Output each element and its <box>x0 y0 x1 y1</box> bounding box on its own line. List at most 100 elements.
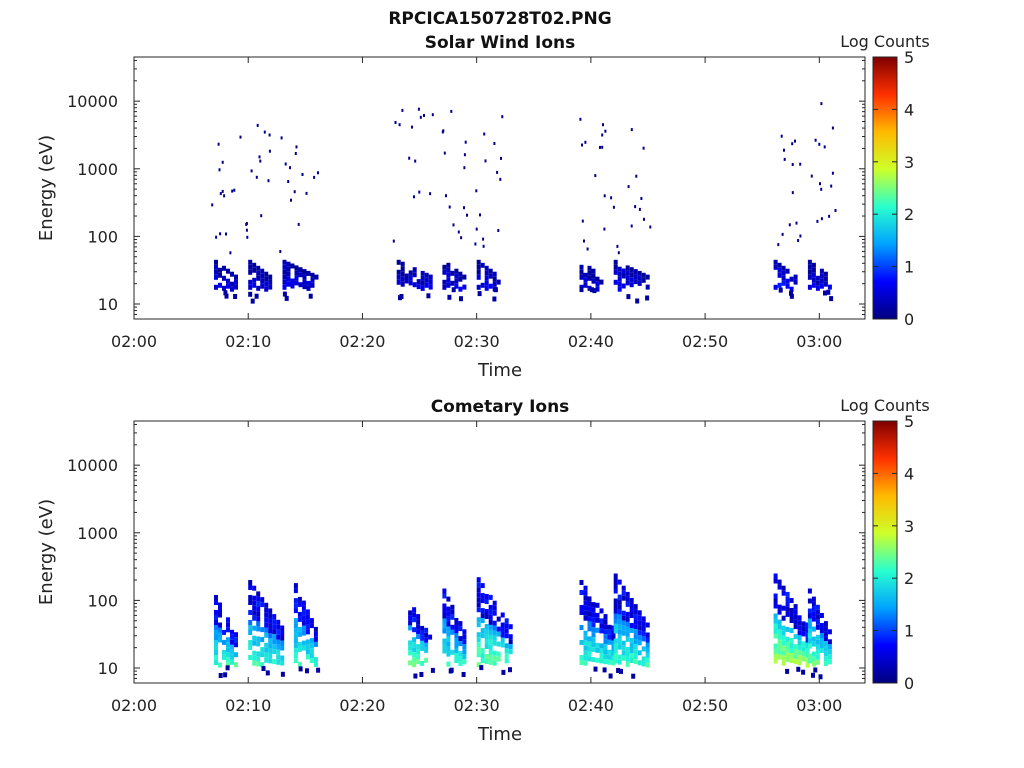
heatmap-cell <box>252 660 257 666</box>
heatmap-cell <box>603 624 608 630</box>
heatmap-cell <box>823 626 828 632</box>
heatmap-cell <box>649 225 652 229</box>
heatmap-cell <box>399 294 404 299</box>
heatmap-cell <box>781 605 786 611</box>
heatmap-cell <box>496 656 501 662</box>
heatmap-cell <box>252 277 257 283</box>
heatmap-cell <box>785 656 790 662</box>
heatmap-cell <box>457 230 460 234</box>
heatmap-cell <box>492 610 497 616</box>
heatmap-cell <box>780 134 783 138</box>
heatmap-cell <box>819 283 824 289</box>
heatmap-cell <box>777 272 782 278</box>
heatmap-cell <box>476 642 481 648</box>
heatmap-cell <box>603 194 606 198</box>
heatmap-cell <box>442 588 447 594</box>
heatmap-cell <box>488 614 493 620</box>
heatmap-cell <box>587 641 592 647</box>
heatmap-cell <box>256 275 261 281</box>
heatmap-cell <box>781 650 786 656</box>
heatmap-cell <box>250 169 253 173</box>
heatmap-cell <box>272 634 277 640</box>
heatmap-cell <box>218 637 222 643</box>
heatmap-cell <box>587 285 592 291</box>
colorbar-tick-label: 1 <box>904 622 914 641</box>
heatmap-cell <box>408 650 413 656</box>
heatmap-cell <box>797 620 802 626</box>
heatmap-cell <box>234 662 238 668</box>
y-tick-label: 100 <box>87 227 118 246</box>
heatmap-cell <box>811 596 816 602</box>
heatmap-cell <box>280 136 283 140</box>
heatmap-cell <box>642 146 645 150</box>
heatmap-cell <box>613 618 618 624</box>
heatmap-cell <box>484 270 489 276</box>
heatmap-cell <box>617 654 622 660</box>
heatmap-cell <box>613 573 618 579</box>
heatmap-cell <box>603 629 608 635</box>
heatmap-cell <box>617 286 622 292</box>
heatmap-cell <box>633 629 638 635</box>
heatmap-cell <box>637 615 642 621</box>
heatmap-cell <box>416 644 421 650</box>
heatmap-cell <box>442 603 447 609</box>
heatmap-cell <box>429 192 432 196</box>
heatmap-cell <box>805 622 810 628</box>
heatmap-cell <box>230 639 234 645</box>
heatmap-cell <box>462 639 467 645</box>
heatmap-cell <box>488 634 493 640</box>
heatmap-cell <box>268 149 271 153</box>
heatmap-cell <box>633 644 638 650</box>
heatmap-cell <box>645 652 650 658</box>
heatmap-cell <box>424 272 429 278</box>
heatmap-cell <box>484 280 489 286</box>
y-ticks: 10 100 1000 10000 <box>67 59 865 320</box>
heatmap-cell <box>629 598 634 603</box>
heatmap-cell <box>250 298 255 304</box>
colorbar-tick-label: 0 <box>904 674 914 693</box>
heatmap-cell <box>297 616 302 622</box>
heatmap-cell <box>248 259 253 265</box>
heatmap-cell <box>480 618 485 624</box>
heatmap-cell <box>637 650 642 656</box>
heatmap-cell <box>306 270 311 276</box>
heatmap-cell <box>621 595 626 601</box>
heatmap-cell <box>484 659 489 664</box>
heatmap-cell <box>450 280 455 286</box>
heatmap-cell <box>613 588 618 594</box>
heatmap-cell <box>591 657 596 663</box>
heatmap-cell <box>593 666 598 672</box>
x-tick-label: 03:00 <box>796 332 842 351</box>
heatmap-cell <box>621 640 626 646</box>
heatmap-cell <box>252 605 257 611</box>
heatmap-cell <box>811 616 816 622</box>
heatmap-cell <box>612 205 615 209</box>
heatmap-cell <box>625 661 630 667</box>
x-tick-label: 02:10 <box>225 332 271 351</box>
heatmap-cell <box>301 620 306 626</box>
heatmap-cell <box>595 657 600 663</box>
heatmap-cell <box>484 634 489 639</box>
heatmap-cell <box>488 594 493 600</box>
heatmap-cell <box>396 274 401 280</box>
heatmap-cell <box>488 609 493 615</box>
heatmap-cell <box>621 283 626 289</box>
heatmap-cell <box>252 640 257 646</box>
heatmap-cell <box>777 649 782 655</box>
x-tick-label: 02:00 <box>111 696 157 715</box>
heatmap-cell <box>230 634 234 640</box>
heatmap-cell <box>492 600 497 606</box>
heatmap-cell <box>793 654 798 660</box>
heatmap-cell <box>452 223 455 227</box>
heatmap-cell <box>785 611 790 617</box>
heatmap-cell <box>583 640 588 646</box>
heatmap-cell <box>297 222 300 226</box>
colorbar <box>872 56 898 320</box>
heatmap-cell <box>645 662 650 668</box>
heatmap-cell <box>797 615 802 621</box>
heatmap-cell <box>476 607 481 613</box>
heatmap-cell <box>442 269 447 275</box>
heatmap-cell <box>781 232 784 236</box>
heatmap-cell <box>579 274 584 280</box>
heatmap-cell <box>616 668 621 673</box>
